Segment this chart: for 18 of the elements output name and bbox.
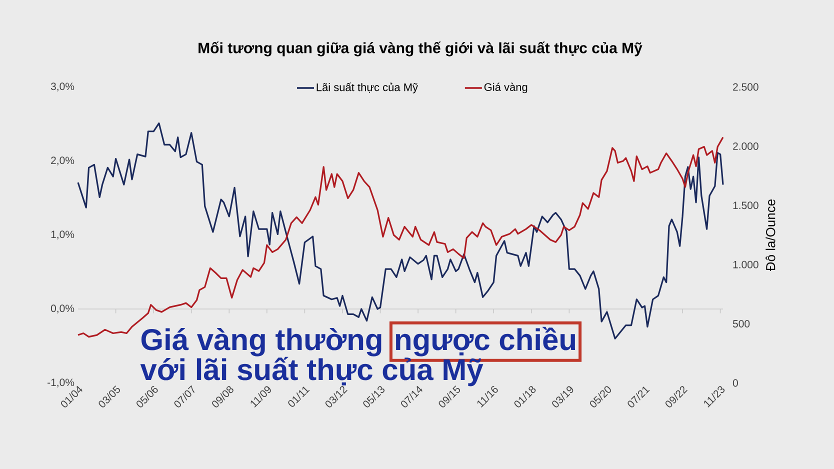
y2-tick-label: 500	[732, 320, 750, 328]
y2-tick-label: 1.500	[733, 202, 758, 210]
y2-tick-label: 1.000	[733, 260, 758, 268]
chart-title: Mối tương quan giữa giá vàng thế giới và lãi suất thực của Mỹ	[198, 42, 642, 56]
y-tick-label: 2,0%	[51, 156, 74, 166]
y-tick-label: 1,0%	[51, 230, 74, 240]
y-tick-label: 3,0%	[50, 82, 74, 92]
y-tick-label: -1,0%	[48, 378, 74, 388]
annotation: ngược chiều	[396, 326, 576, 356]
legend-label: Giá vàng	[484, 82, 528, 94]
y2-axis-title: Đô la/Ounce	[766, 199, 776, 272]
y2-tick-label: 2.500	[733, 83, 758, 91]
y2-tick-label: 2.000	[733, 142, 758, 150]
y-tick-label: 0,0%	[50, 304, 74, 314]
annotation: với lãi suất thực của Mỹ	[140, 356, 484, 386]
y2-tick-label: 0	[732, 379, 738, 387]
legend-label: Lãi suất thực của Mỹ	[316, 82, 418, 94]
annotation: Giá vàng thường	[141, 328, 382, 356]
